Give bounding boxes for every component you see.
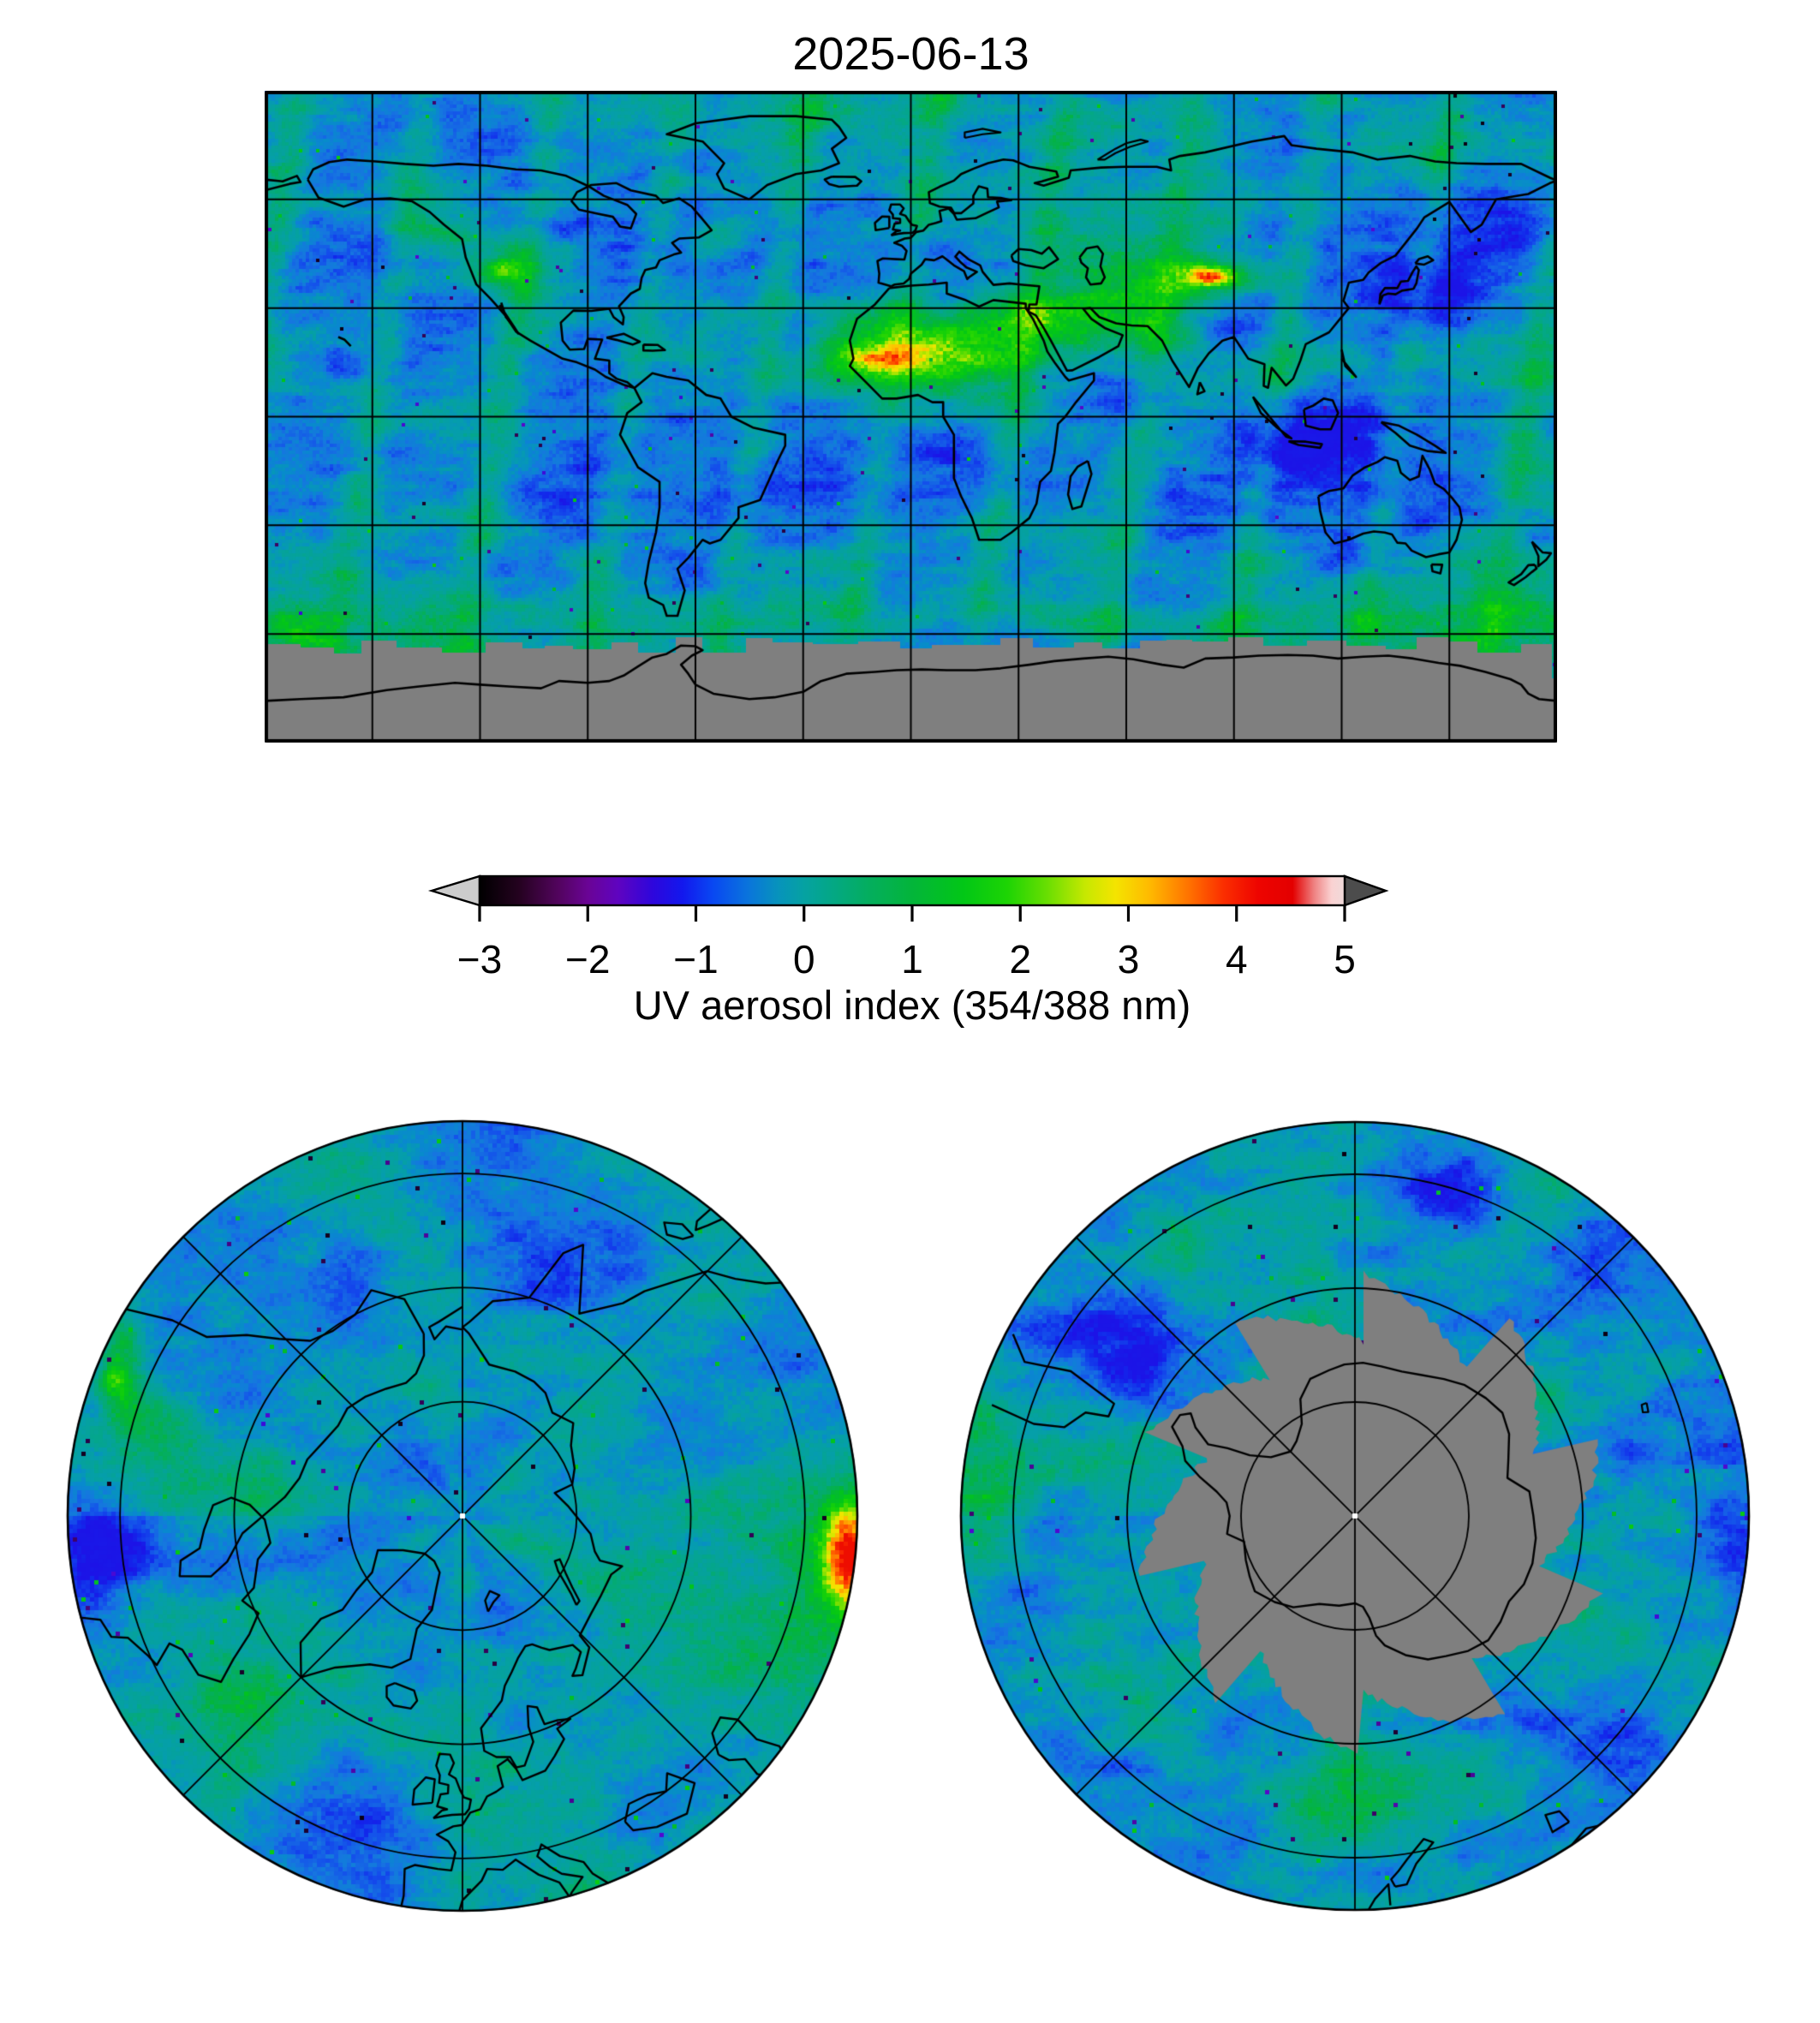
- svg-text:−1: −1: [673, 937, 718, 982]
- svg-text:0: 0: [793, 937, 815, 982]
- svg-text:3: 3: [1118, 937, 1140, 982]
- svg-text:1: 1: [901, 937, 923, 982]
- svg-text:−3: −3: [457, 937, 502, 982]
- svg-text:−2: −2: [565, 937, 610, 982]
- svg-text:4: 4: [1226, 937, 1248, 982]
- svg-text:5: 5: [1334, 937, 1356, 982]
- svg-text:UV aerosol index (354/388 nm): UV aerosol index (354/388 nm): [634, 982, 1191, 1028]
- svg-text:2: 2: [1009, 937, 1031, 982]
